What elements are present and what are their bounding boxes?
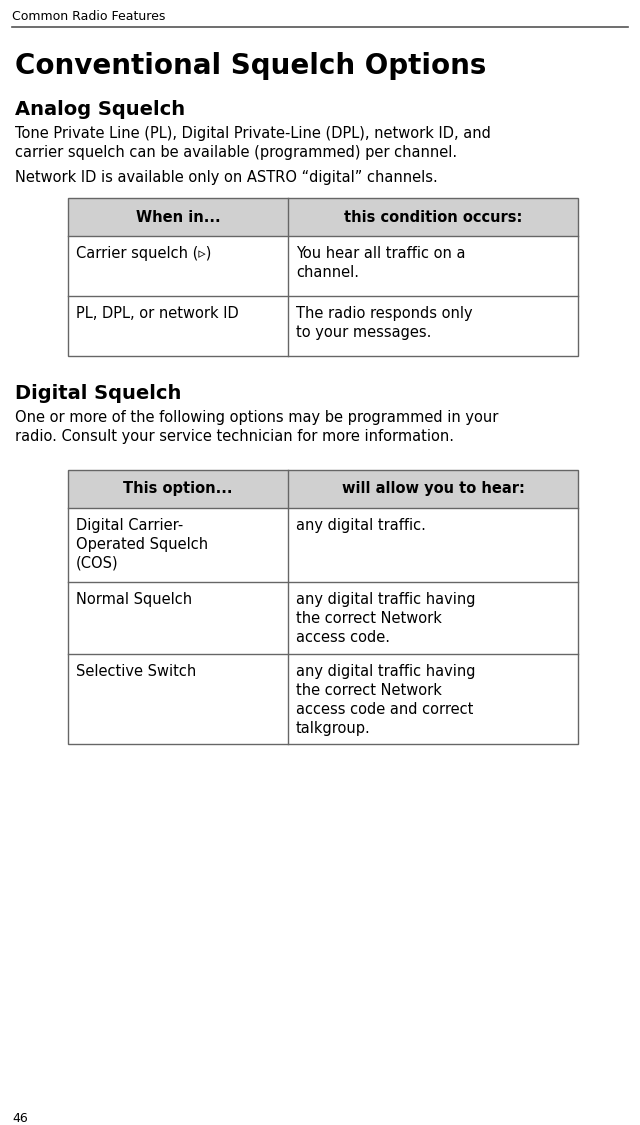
Text: This option...: This option... xyxy=(124,482,233,496)
Text: channel.: channel. xyxy=(296,266,359,280)
Text: this condition occurs:: this condition occurs: xyxy=(344,209,522,225)
Text: carrier squelch can be available (programmed) per channel.: carrier squelch can be available (progra… xyxy=(15,145,457,160)
Text: the correct Network: the correct Network xyxy=(296,611,442,626)
Bar xyxy=(68,470,578,509)
Text: any digital traffic having: any digital traffic having xyxy=(296,664,476,680)
Text: Analog Squelch: Analog Squelch xyxy=(15,100,185,119)
Text: The radio responds only: The radio responds only xyxy=(296,306,472,321)
Bar xyxy=(68,198,578,236)
Text: radio. Consult your service technician for more information.: radio. Consult your service technician f… xyxy=(15,429,454,444)
Text: Network ID is available only on ASTRO “digital” channels.: Network ID is available only on ASTRO “d… xyxy=(15,170,438,184)
Text: Carrier squelch (▹): Carrier squelch (▹) xyxy=(76,246,211,261)
Text: Tone Private Line (PL), Digital Private-Line (DPL), network ID, and: Tone Private Line (PL), Digital Private-… xyxy=(15,126,491,141)
Text: Normal Squelch: Normal Squelch xyxy=(76,592,192,608)
Text: to your messages.: to your messages. xyxy=(296,325,431,340)
Text: When in...: When in... xyxy=(136,209,220,225)
Text: any digital traffic having: any digital traffic having xyxy=(296,592,476,608)
Text: (COS): (COS) xyxy=(76,556,118,572)
Text: You hear all traffic on a: You hear all traffic on a xyxy=(296,246,465,261)
Text: PL, DPL, or network ID: PL, DPL, or network ID xyxy=(76,306,239,321)
Text: Digital Squelch: Digital Squelch xyxy=(15,384,181,403)
Text: Common Radio Features: Common Radio Features xyxy=(12,10,165,22)
Text: Digital Carrier-: Digital Carrier- xyxy=(76,518,183,533)
Text: access code.: access code. xyxy=(296,630,390,645)
Text: any digital traffic.: any digital traffic. xyxy=(296,518,426,533)
Bar xyxy=(68,198,578,356)
Text: talkgroup.: talkgroup. xyxy=(296,721,371,736)
Text: Operated Squelch: Operated Squelch xyxy=(76,537,208,552)
Text: access code and correct: access code and correct xyxy=(296,702,474,717)
Text: One or more of the following options may be programmed in your: One or more of the following options may… xyxy=(15,410,499,425)
Bar xyxy=(68,470,578,744)
Text: will allow you to hear:: will allow you to hear: xyxy=(342,482,524,496)
Text: 46: 46 xyxy=(12,1112,28,1125)
Text: Selective Switch: Selective Switch xyxy=(76,664,196,680)
Text: the correct Network: the correct Network xyxy=(296,683,442,698)
Text: Conventional Squelch Options: Conventional Squelch Options xyxy=(15,52,486,80)
